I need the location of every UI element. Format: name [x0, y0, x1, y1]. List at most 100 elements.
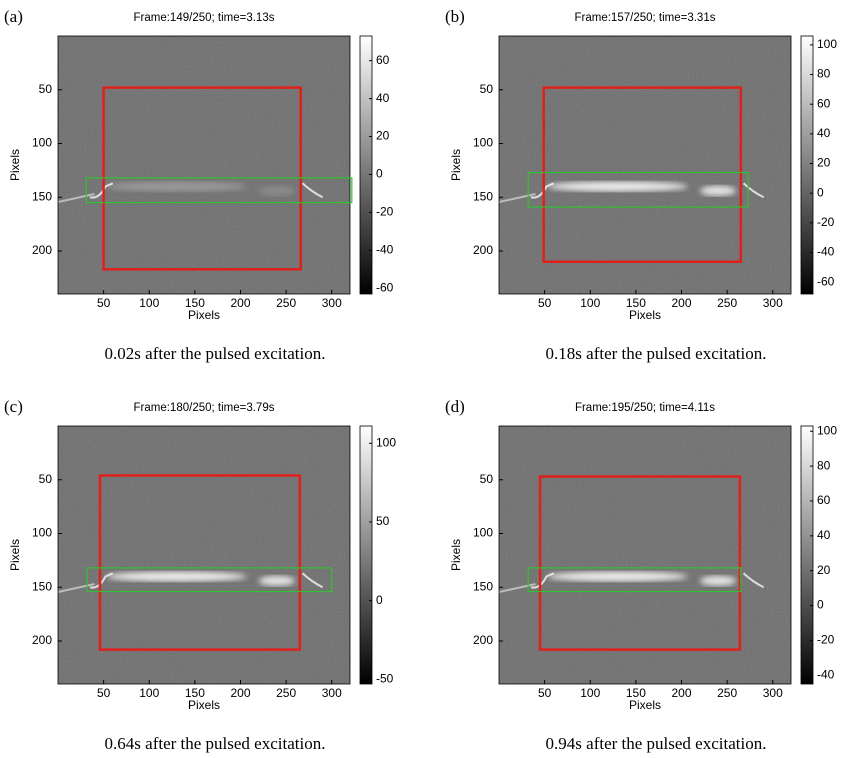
x-tick-label: 200 [671, 686, 691, 700]
x-tick-label: 300 [322, 296, 342, 310]
colorbar-tick-label: -20 [817, 633, 835, 647]
x-tick-label: 250 [276, 686, 296, 700]
x-tick-label: 250 [276, 296, 296, 310]
x-tick-label: 50 [538, 296, 552, 310]
hot-streak [259, 575, 295, 586]
y-axis-label: Pixels [8, 149, 22, 181]
y-tick-label: 50 [39, 82, 53, 96]
red-box [538, 475, 742, 651]
green-box [527, 171, 749, 208]
x-tick-label: 200 [671, 296, 691, 310]
probe-edge [301, 182, 324, 199]
hot-streak [700, 575, 736, 586]
y-tick-label: 50 [39, 472, 53, 486]
axes-frame [498, 35, 792, 295]
x-tick-label: 150 [626, 686, 646, 700]
colorbar [359, 425, 373, 685]
colorbar-tick-label: -40 [817, 245, 835, 259]
x-tick-label: 200 [230, 686, 250, 700]
panel-title: Frame:157/250; time=3.31s [575, 12, 716, 24]
y-tick-label: 100 [32, 526, 52, 540]
x-tick-label: 300 [322, 686, 342, 700]
y-tick-label: 100 [32, 136, 52, 150]
colorbar [800, 35, 814, 295]
x-tick-label: 50 [538, 686, 552, 700]
y-tick-label: 200 [473, 243, 493, 257]
colorbar [359, 35, 373, 295]
colorbar-tick-label: 50 [376, 514, 390, 528]
axes-frame [57, 35, 351, 295]
colorbar-tick-label: 0 [376, 167, 383, 181]
x-tick-label: 100 [580, 686, 600, 700]
x-tick-label: 150 [185, 296, 205, 310]
colorbar-tick-label: 60 [817, 493, 831, 507]
x-tick-label: 50 [97, 686, 111, 700]
image-noise [58, 36, 350, 294]
y-axis-label: Pixels [449, 539, 463, 571]
panel-label: (b) [445, 7, 465, 26]
probe-wire [499, 193, 536, 204]
hot-streak [700, 185, 736, 196]
probe-edge [742, 572, 765, 589]
probe-edge [530, 182, 555, 199]
y-tick-label: 50 [480, 472, 494, 486]
probe-edge [742, 182, 765, 199]
hot-streak [106, 571, 247, 582]
hot-streak [547, 571, 688, 582]
axes-frame [57, 425, 351, 685]
x-tick-label: 250 [717, 686, 737, 700]
image-noise [499, 36, 791, 294]
colorbar-tick-label: 60 [817, 96, 831, 110]
colorbar-tick-label: 40 [376, 91, 390, 105]
red-box [98, 474, 302, 651]
x-axis-label: Pixels [629, 308, 661, 322]
probe-wire [58, 583, 95, 594]
caption: 0.94s after the pulsed excitation. [546, 734, 767, 753]
y-tick-label: 100 [473, 136, 493, 150]
panel-label: (d) [445, 397, 465, 416]
thermal-image [499, 36, 791, 294]
x-tick-label: 100 [580, 296, 600, 310]
y-tick-label: 200 [473, 633, 493, 647]
thermal-image [499, 426, 791, 684]
x-axis-label: Pixels [629, 698, 661, 712]
hot-streak [106, 181, 247, 192]
x-tick-label: 300 [763, 686, 783, 700]
thermal-image [58, 36, 350, 294]
probe-edge [89, 182, 114, 199]
colorbar [800, 425, 814, 685]
x-tick-label: 200 [230, 296, 250, 310]
y-tick-label: 150 [473, 189, 493, 203]
y-axis-label: Pixels [8, 539, 22, 571]
colorbar-tick-label: -60 [376, 280, 394, 294]
colorbar-tick-label: 100 [817, 423, 837, 437]
green-box [86, 567, 333, 593]
x-tick-label: 150 [626, 296, 646, 310]
colorbar-tick-label: 20 [376, 129, 390, 143]
colorbar-tick-label: 20 [817, 563, 831, 577]
colorbar-tick-label: 20 [817, 156, 831, 170]
colorbar-tick-label: 0 [817, 598, 824, 612]
probe-edge [301, 572, 324, 589]
panel-title: Frame:180/250; time=3.79s [134, 402, 275, 414]
y-tick-label: 150 [473, 579, 493, 593]
probe-wire [499, 583, 536, 594]
y-tick-label: 150 [32, 579, 52, 593]
x-axis-label: Pixels [188, 308, 220, 322]
y-tick-label: 200 [32, 633, 52, 647]
x-tick-label: 150 [185, 686, 205, 700]
colorbar-tick-label: -60 [817, 274, 835, 288]
colorbar-tick-label: 80 [817, 458, 831, 472]
y-tick-label: 200 [32, 243, 52, 257]
colorbar-tick-label: -50 [376, 671, 394, 685]
panel-title: Frame:149/250; time=3.13s [134, 12, 275, 24]
axes-frame [498, 425, 792, 685]
colorbar-tick-label: 0 [376, 593, 383, 607]
image-noise [58, 426, 350, 684]
red-box [542, 86, 743, 263]
colorbar-tick-label: -40 [376, 243, 394, 257]
colorbar-tick-label: 0 [817, 185, 824, 199]
y-tick-label: 100 [473, 526, 493, 540]
